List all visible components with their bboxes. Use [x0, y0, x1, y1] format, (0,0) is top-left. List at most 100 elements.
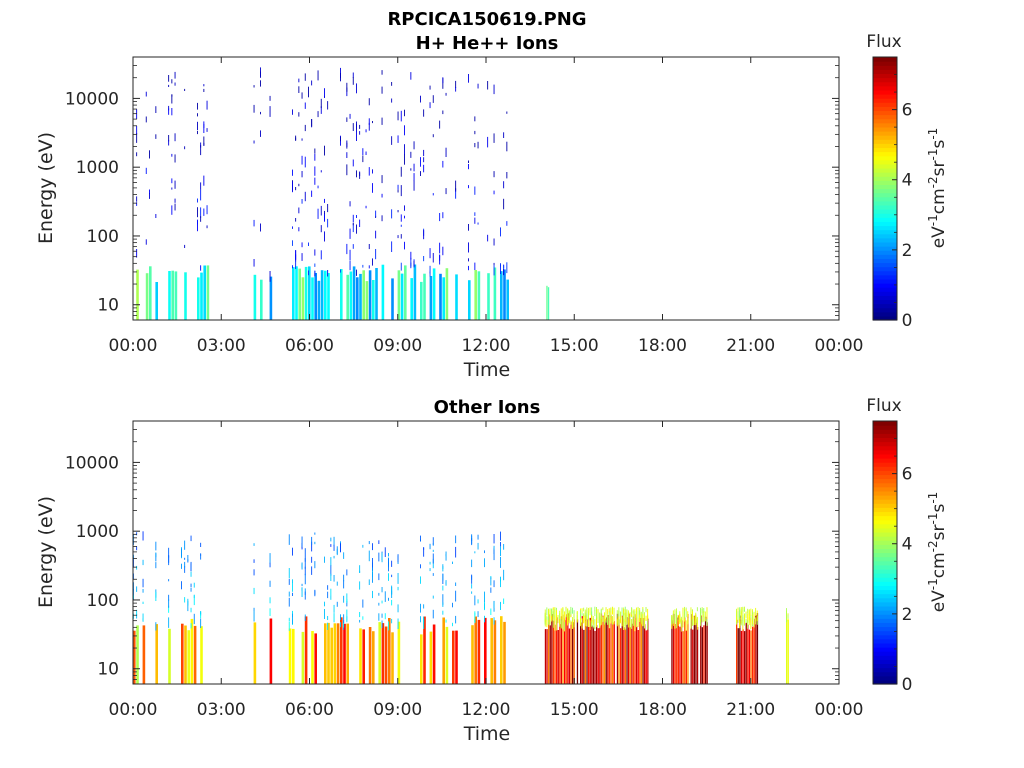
- heatmap-cell: [567, 613, 569, 684]
- heatmap-cell: [136, 202, 138, 206]
- heatmap-cell: [168, 84, 170, 87]
- heatmap-cell: [184, 272, 187, 320]
- colorbar-frame: [872, 420, 898, 685]
- heatmap-cell: [155, 624, 158, 684]
- heatmap-cell: [742, 629, 744, 684]
- heatmap-cell: [493, 620, 497, 684]
- heatmap-cell: [200, 145, 202, 156]
- colorbar-segment: [873, 89, 897, 95]
- heatmap-cell: [327, 616, 329, 620]
- heatmap-cell: [203, 84, 205, 87]
- colorbar-segment: [873, 470, 897, 476]
- colorbar-segment: [873, 466, 897, 471]
- heatmap-cell: [413, 141, 415, 150]
- heatmap-cell: [368, 270, 372, 320]
- heatmap-cell: [301, 253, 303, 261]
- heatmap-cell: [560, 608, 562, 620]
- heatmap-cell: [588, 626, 590, 684]
- heatmap-cell: [404, 154, 405, 165]
- colorbar-segment: [873, 593, 897, 599]
- heatmap-cell: [190, 571, 192, 577]
- heatmap-cell: [397, 618, 399, 629]
- heatmap-cell: [324, 231, 325, 242]
- colorbar-segment: [873, 176, 897, 181]
- heatmap-cell: [359, 219, 361, 227]
- heatmap-cell: [197, 220, 198, 232]
- colorbar-segment: [873, 544, 897, 549]
- heatmap-cell: [381, 193, 383, 198]
- heatmap-cell: [304, 124, 306, 132]
- heatmap-cell: [368, 98, 370, 106]
- heatmap-cell: [352, 72, 354, 78]
- heatmap-cell: [381, 86, 383, 94]
- heatmap-cell: [645, 607, 647, 613]
- panel-top-x-label: Time: [463, 359, 511, 381]
- heatmap-cell: [636, 626, 638, 684]
- colorbar-segment: [873, 614, 897, 619]
- heatmap-cell: [471, 538, 473, 546]
- heatmap-cell: [429, 102, 431, 109]
- heatmap-cell: [445, 268, 449, 320]
- colorbar-segment: [873, 159, 897, 165]
- heatmap-cell: [298, 268, 301, 320]
- heatmap-cell: [745, 622, 747, 684]
- heatmap-cell: [311, 190, 313, 197]
- heatmap-cell: [432, 253, 434, 263]
- heatmap-cell: [368, 541, 370, 545]
- heatmap-cell: [346, 601, 348, 607]
- heatmap-cell: [644, 619, 645, 626]
- heatmap-cell: [500, 616, 503, 684]
- heatmap-cell: [317, 111, 319, 118]
- colorbar-segment: [873, 229, 897, 235]
- heatmap-cell: [340, 543, 341, 553]
- heatmap-cell: [455, 87, 457, 92]
- heatmap-cell: [260, 80, 261, 87]
- heatmap-cell: [613, 621, 615, 684]
- heatmap-cell: [378, 613, 380, 621]
- heatmap-cell: [445, 147, 447, 157]
- colorbar-segment: [873, 65, 897, 70]
- heatmap-cell: [608, 619, 610, 628]
- heatmap-cell: [556, 619, 557, 631]
- heatmap-cell: [602, 618, 604, 622]
- heatmap-cell: [340, 622, 341, 628]
- heatmap-cell: [381, 613, 383, 618]
- colorbar-units-part: cm: [929, 552, 949, 578]
- heatmap-cell: [493, 580, 495, 588]
- colorbar-segment: [873, 57, 897, 62]
- heatmap-cell: [442, 594, 444, 605]
- heatmap-cell: [685, 630, 687, 684]
- heatmap-cell: [203, 136, 205, 146]
- heatmap-cell: [455, 180, 457, 191]
- x-tick-label: 21:00: [726, 700, 775, 720]
- heatmap-cell: [442, 110, 444, 115]
- heatmap-cell: [429, 271, 431, 277]
- heatmap-cell: [304, 156, 306, 168]
- heatmap-cell: [559, 624, 561, 684]
- heatmap-cell: [552, 611, 554, 616]
- colorbar-segment: [873, 69, 897, 75]
- heatmap-cell: [301, 92, 303, 99]
- heatmap-cell: [616, 613, 619, 684]
- panel-top: H+ He++ Ions 00:00 03:00 06:00 09:00 12:00 15…: [35, 32, 949, 381]
- heatmap-cell: [755, 615, 757, 684]
- colorbar-segment: [873, 667, 897, 673]
- heatmap-cell: [756, 616, 758, 622]
- heatmap-cell: [599, 618, 601, 629]
- heatmap-cell: [136, 133, 138, 143]
- heatmap-cell: [171, 270, 174, 320]
- heatmap-cell: [752, 620, 753, 625]
- heatmap-cell: [597, 609, 599, 620]
- heatmap-cell: [786, 610, 787, 621]
- heatmap-cell: [330, 627, 333, 684]
- heatmap-cell: [317, 70, 319, 81]
- colorbar-segment: [873, 597, 897, 603]
- heatmap-cell: [684, 609, 685, 619]
- heatmap-cell: [381, 175, 383, 184]
- heatmap-cell: [432, 549, 434, 552]
- heatmap-cell: [174, 203, 176, 211]
- panel-bottom-y-axis: 10 100 1000 10000: [65, 420, 839, 685]
- heatmap-cell: [597, 616, 599, 623]
- heatmap-cell: [381, 552, 383, 563]
- heatmap-cell: [193, 613, 195, 625]
